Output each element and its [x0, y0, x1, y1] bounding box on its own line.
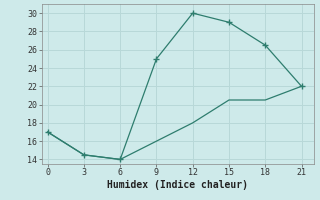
- X-axis label: Humidex (Indice chaleur): Humidex (Indice chaleur): [107, 180, 248, 190]
